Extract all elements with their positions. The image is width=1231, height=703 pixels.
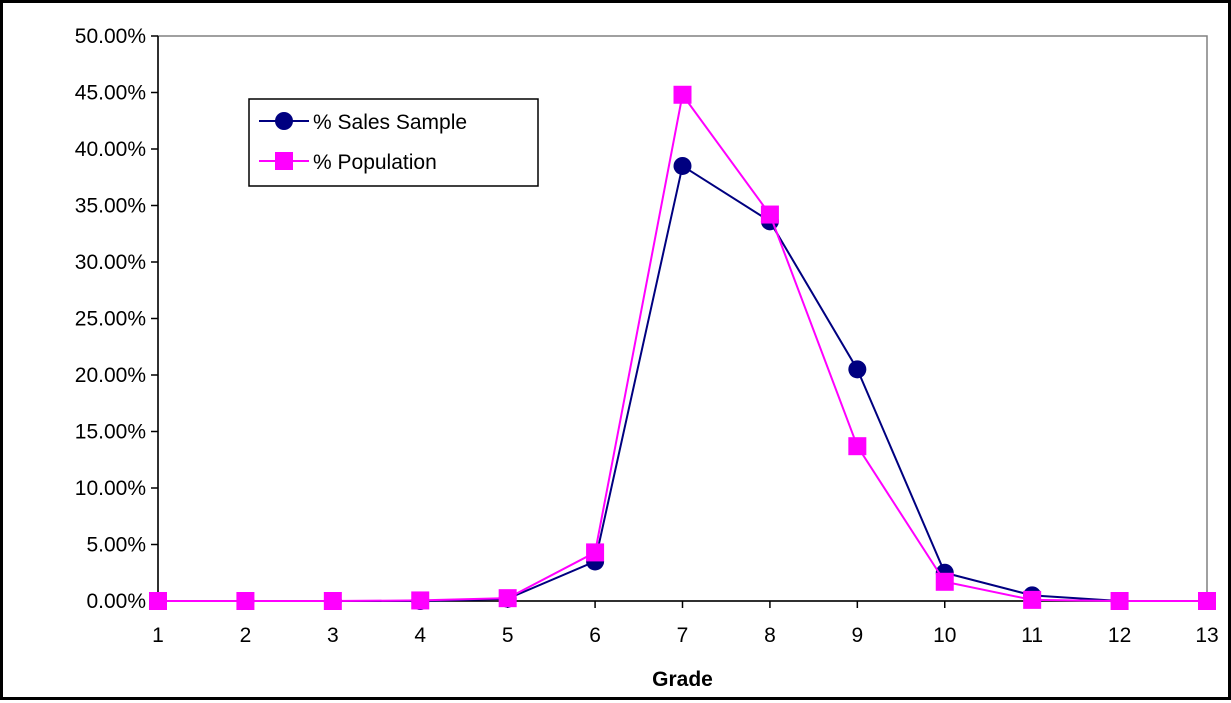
x-tick-label: 4: [414, 624, 426, 647]
x-tick-label: 3: [327, 624, 339, 647]
x-axis-ticks: 1 2 3 4 5 6 7 8 9 10 11 12 13: [152, 601, 1219, 647]
data-point: [149, 592, 167, 610]
y-tick-label: 45.00%: [75, 82, 146, 105]
data-point: [1023, 590, 1042, 609]
x-tick-label: 11: [1021, 624, 1043, 647]
data-point: [673, 156, 692, 175]
series-layer: [149, 85, 1216, 610]
x-tick-label: 8: [764, 624, 776, 647]
x-tick-label: 10: [933, 624, 956, 647]
line-chart: 0.00% 5.00% 10.00% 15.00% 20.00% 25.00% 30.00%…: [75, 25, 1219, 691]
y-tick-label: 35.00%: [75, 195, 146, 218]
x-tick-label: 6: [589, 624, 601, 647]
y-tick-label: 5.00%: [86, 534, 146, 557]
series-1: [149, 156, 1216, 610]
legend-marker: [275, 112, 293, 130]
x-tick-label: 5: [502, 624, 514, 647]
x-tick-label: 12: [1108, 624, 1131, 647]
y-tick-label: 15.00%: [75, 421, 146, 444]
x-tick-label: 13: [1195, 624, 1218, 647]
y-tick-label: 25.00%: [75, 308, 146, 331]
legend-label: % Sales Sample: [313, 111, 467, 134]
legend-item: % Sales Sample: [259, 111, 467, 134]
series-2: [149, 85, 1216, 610]
data-point: [673, 85, 692, 104]
legend-box: [248, 98, 539, 187]
data-point: [935, 572, 954, 591]
x-axis-title: Grade: [652, 668, 713, 691]
y-tick-label: 30.00%: [75, 251, 146, 274]
legend-item: % Population: [259, 151, 437, 174]
x-tick-label: 9: [851, 624, 863, 647]
x-tick-label: 2: [240, 624, 252, 647]
data-point: [760, 205, 779, 224]
y-axis-ticks: 0.00% 5.00% 10.00% 15.00% 20.00% 25.00% 30.00%…: [75, 25, 158, 613]
y-tick-label: 20.00%: [75, 364, 146, 387]
x-tick-label: 1: [152, 624, 164, 647]
y-tick-label: 0.00%: [86, 590, 146, 613]
y-tick-label: 40.00%: [75, 138, 146, 161]
data-point: [848, 360, 867, 379]
legend: % Sales Sample % Population: [248, 98, 539, 187]
legend-marker: [275, 152, 293, 170]
x-tick-label: 7: [677, 624, 689, 647]
data-point: [498, 589, 517, 608]
data-point: [1198, 592, 1216, 610]
data-point: [848, 437, 867, 456]
data-point: [586, 543, 605, 562]
y-tick-label: 10.00%: [75, 477, 146, 500]
series-line: [158, 164, 1207, 602]
data-point: [1110, 592, 1129, 610]
legend-label: % Population: [313, 151, 437, 174]
data-point: [411, 591, 430, 610]
data-point: [236, 592, 255, 610]
data-point: [323, 592, 342, 610]
y-tick-label: 50.00%: [75, 25, 146, 48]
